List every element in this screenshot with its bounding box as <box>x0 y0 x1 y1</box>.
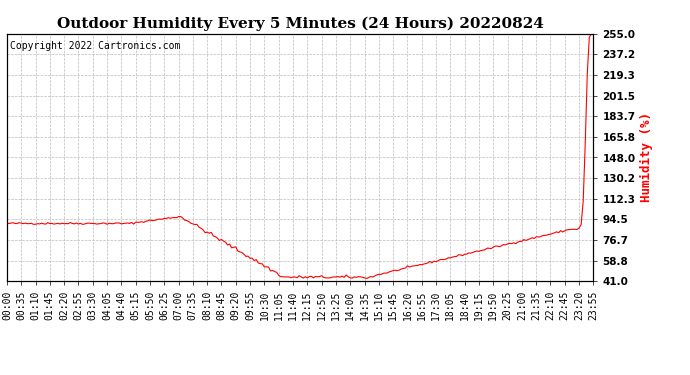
Title: Outdoor Humidity Every 5 Minutes (24 Hours) 20220824: Outdoor Humidity Every 5 Minutes (24 Hou… <box>57 17 544 31</box>
Y-axis label: Humidity (%): Humidity (%) <box>640 112 653 202</box>
Text: Copyright 2022 Cartronics.com: Copyright 2022 Cartronics.com <box>10 41 180 51</box>
